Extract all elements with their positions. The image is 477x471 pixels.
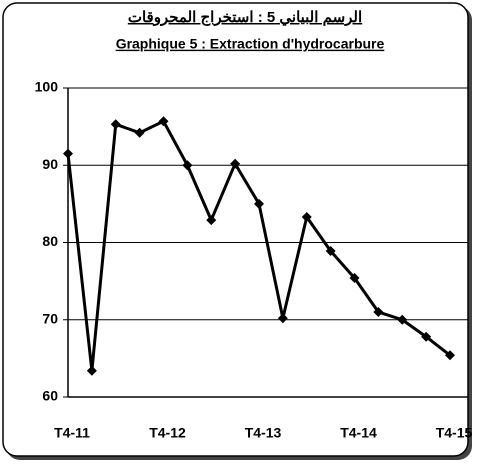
frame: [2, 2, 469, 457]
marker: [86, 365, 97, 376]
x-tick-label: T4-15: [436, 425, 473, 441]
x-tick-label: T4-13: [245, 425, 282, 441]
marker: [63, 148, 73, 159]
marker: [182, 160, 193, 171]
chart-subtitle: Graphique 5 : Extraction d'hydrocarbure: [116, 36, 385, 52]
marker: [277, 313, 288, 324]
marker: [373, 307, 384, 318]
marker: [230, 158, 241, 169]
y-tick-label: 60: [42, 388, 58, 404]
marker: [325, 245, 336, 256]
marker: [421, 331, 432, 342]
marker: [349, 273, 360, 284]
x-tick-label: T4-14: [340, 425, 377, 441]
x-tick-label: T4-12: [149, 425, 186, 441]
y-tick-label: 90: [42, 156, 58, 172]
y-tick-label: 70: [42, 310, 58, 326]
marker: [397, 314, 408, 325]
x-tick-label: T4-11: [54, 425, 90, 441]
marker: [301, 212, 312, 223]
y-tick-label: 80: [42, 233, 58, 249]
marker: [254, 198, 264, 209]
marker: [158, 116, 169, 127]
marker: [134, 127, 145, 138]
y-tick-label: 100: [35, 79, 59, 95]
marker: [445, 350, 455, 361]
marker: [206, 215, 217, 226]
chart-title: الرسم البياني 5 : استخراج المحروقات: [128, 9, 362, 27]
marker: [110, 119, 121, 130]
